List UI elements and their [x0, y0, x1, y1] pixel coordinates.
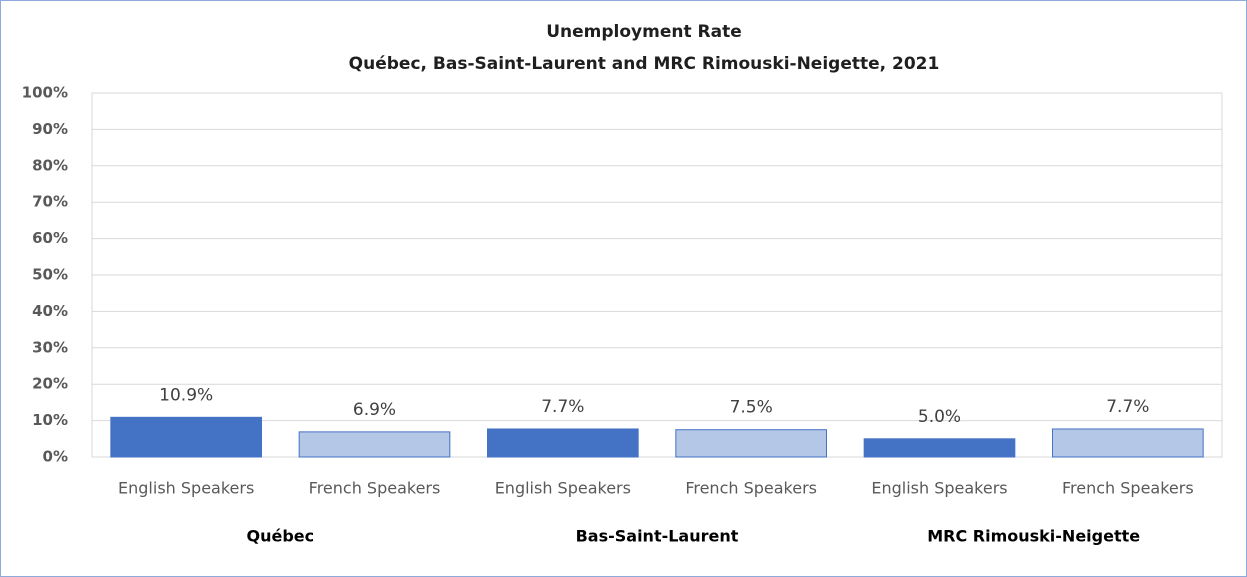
chart-subtitle: Québec, Bas-Saint-Laurent and MRC Rimous…: [349, 54, 940, 74]
plot-frame: [91, 92, 1223, 458]
y-tick-label: 60%: [32, 229, 68, 247]
y-tick-label: 20%: [32, 375, 68, 393]
marks: [110, 416, 1204, 458]
value-label: 7.7%: [541, 397, 584, 417]
group-label: MRC Rimouski-Neigette: [927, 527, 1140, 546]
x-tick-label: English Speakers: [871, 479, 1007, 498]
bar: [298, 431, 451, 458]
group-label: Québec: [247, 527, 315, 546]
y-tick-label: 80%: [32, 156, 68, 174]
value-label: 7.5%: [730, 398, 773, 418]
value-label: 6.9%: [353, 400, 396, 420]
value-label: 5.0%: [918, 407, 961, 427]
y-tick-label: 70%: [32, 193, 68, 211]
bar: [863, 438, 1016, 458]
y-tick-label: 90%: [32, 120, 68, 138]
bar: [675, 429, 827, 458]
bar: [1052, 428, 1204, 458]
x-tick-label: French Speakers: [309, 479, 441, 498]
chart-title: Unemployment Rate: [546, 22, 742, 42]
group-label: Bas-Saint-Laurent: [576, 527, 739, 546]
y-tick-label: 50%: [32, 266, 68, 284]
x-tick-label: French Speakers: [1062, 479, 1194, 498]
x-tick-label: French Speakers: [685, 479, 817, 498]
y-tick-label: 0%: [43, 448, 68, 466]
x-tick-label: English Speakers: [118, 479, 254, 498]
bar: [487, 428, 639, 458]
y-tick-label: 10%: [32, 411, 68, 429]
value-label: 10.9%: [159, 385, 213, 405]
value-label: 7.7%: [1106, 397, 1149, 417]
bar: [110, 416, 263, 458]
x-tick-label: English Speakers: [495, 479, 631, 498]
y-tick-label: 40%: [32, 302, 68, 320]
y-tick-label: 30%: [32, 338, 68, 356]
y-tick-label: 100%: [22, 84, 68, 102]
